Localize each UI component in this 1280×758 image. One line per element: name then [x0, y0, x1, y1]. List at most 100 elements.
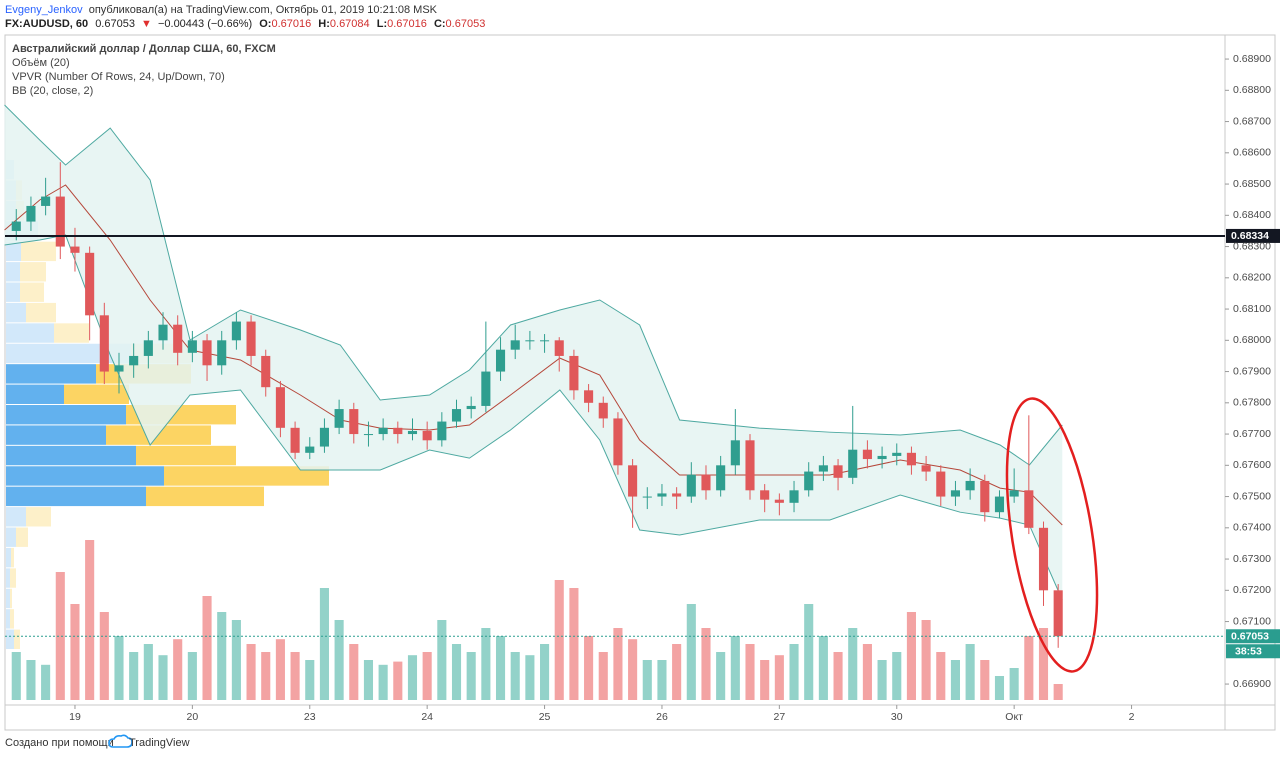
x-tick-label: 30 — [891, 711, 903, 723]
volume-bar — [994, 676, 1005, 700]
ohlc-value: 0.67016 — [387, 18, 427, 30]
volume-bar — [187, 652, 197, 700]
band-lower — [4, 234, 1063, 601]
candle-body — [525, 340, 535, 342]
x-tick-label: 19 — [69, 711, 81, 723]
candle-body — [85, 252, 95, 316]
countdown: 38:53 — [1235, 646, 1262, 658]
ohlc-label: C: — [434, 18, 446, 30]
band-fill — [4, 105, 1063, 600]
candle-body — [1053, 590, 1063, 637]
profile-down — [10, 568, 16, 588]
volume-bar — [393, 661, 403, 700]
volume-bar — [716, 652, 726, 700]
y-tick-label: 0.68500 — [1233, 178, 1271, 190]
volume-bar — [55, 572, 65, 700]
volume-bar — [804, 604, 814, 700]
header-line-2: FX:AUDUSD, 60 0.67053 ▼ −0.00443 (−0.66%… — [5, 18, 485, 30]
candle-body — [129, 355, 139, 366]
profile-down — [64, 384, 129, 404]
candle-body — [261, 355, 271, 388]
profile-up — [6, 445, 136, 466]
y-tick-label: 0.67500 — [1233, 490, 1271, 502]
candle-body — [334, 409, 344, 428]
header-line-1: Evgeny_Jenkov опубликовал(а) на TradingV… — [5, 4, 438, 16]
candle-body — [877, 455, 887, 460]
ohlc-label: H: — [318, 18, 330, 30]
published: опубликовал(а) на TradingView.com, Октяб… — [89, 4, 438, 16]
y-tick-label: 0.68200 — [1233, 272, 1271, 284]
profile-up — [6, 364, 96, 384]
candle-body — [143, 340, 153, 356]
candle-body — [393, 427, 403, 435]
candle-body — [760, 490, 770, 500]
candle-body — [114, 365, 124, 372]
candle-body — [407, 430, 418, 435]
volume-bar — [1009, 668, 1019, 700]
volume-bar — [848, 628, 858, 700]
volume-bar — [1053, 684, 1063, 700]
candle-body — [921, 465, 931, 472]
candle-body — [686, 474, 696, 497]
price-label-box — [1226, 228, 1280, 243]
volume-bar — [114, 636, 124, 700]
volume-bar — [906, 612, 916, 700]
chart-title: Австралийский доллар / Доллар США, 60, F… — [12, 43, 276, 55]
volume-bar — [584, 636, 594, 700]
candle-body — [848, 449, 858, 478]
volume-bar — [672, 644, 682, 700]
volume-bar — [261, 652, 271, 700]
volume-bar — [936, 652, 946, 700]
ohlc-label: L: — [377, 18, 387, 30]
volume-bar — [774, 655, 784, 700]
volume-bar — [217, 612, 227, 700]
candle-body — [642, 496, 652, 498]
candle-body — [569, 355, 579, 391]
profile-down — [164, 466, 329, 486]
candle-body — [1024, 490, 1034, 528]
volume-bar — [569, 588, 579, 700]
volume-bar — [833, 652, 843, 700]
profile-down — [21, 241, 56, 262]
candle-body — [11, 221, 21, 231]
volume-bar — [319, 588, 329, 700]
candle-body — [554, 340, 564, 356]
profile-down — [136, 445, 236, 466]
y-tick-label: 0.68600 — [1233, 147, 1271, 159]
footer-brand[interactable]: TradingView — [129, 737, 190, 749]
profile-down — [11, 547, 14, 568]
profile-up — [6, 384, 64, 404]
volume-bar — [495, 636, 506, 700]
profile-up — [6, 425, 106, 445]
volume-bar — [818, 636, 828, 700]
volume-bar — [202, 596, 212, 700]
author[interactable]: Evgeny_Jenkov — [5, 4, 83, 16]
volume-bar — [701, 628, 711, 700]
y-tick-label: 0.67900 — [1233, 365, 1271, 377]
y-tick-label: 0.68300 — [1233, 240, 1271, 252]
indicator: BB (20, close, 2) — [12, 85, 93, 97]
profile-down — [26, 507, 51, 527]
candle-body — [818, 465, 828, 472]
volume-bar — [407, 655, 418, 700]
candle-body — [349, 409, 359, 435]
candle-body — [363, 434, 374, 436]
profile-up — [6, 629, 14, 649]
candle-body — [158, 324, 168, 341]
x-tick-label: Окт — [1005, 711, 1023, 723]
price-label: 0.67053 — [1231, 631, 1269, 643]
candle-body — [451, 409, 462, 422]
candle-body — [246, 321, 256, 356]
volume-bar — [730, 636, 740, 700]
profile-up — [6, 323, 54, 343]
annotation-ellipse — [1005, 397, 1099, 673]
y-tick-label: 0.67200 — [1233, 584, 1271, 596]
plot — [4, 104, 1063, 700]
candle-body — [965, 480, 975, 491]
y-tick-label: 0.67100 — [1233, 615, 1271, 627]
candle-body — [319, 427, 329, 447]
y-tick-label: 0.67300 — [1233, 553, 1271, 565]
candle-body — [173, 324, 183, 353]
candle-body — [70, 246, 80, 253]
volume-bar — [422, 652, 432, 700]
